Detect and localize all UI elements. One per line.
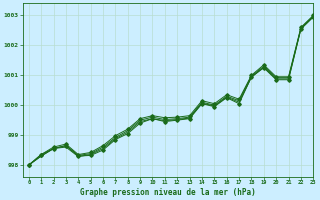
- X-axis label: Graphe pression niveau de la mer (hPa): Graphe pression niveau de la mer (hPa): [80, 188, 256, 197]
